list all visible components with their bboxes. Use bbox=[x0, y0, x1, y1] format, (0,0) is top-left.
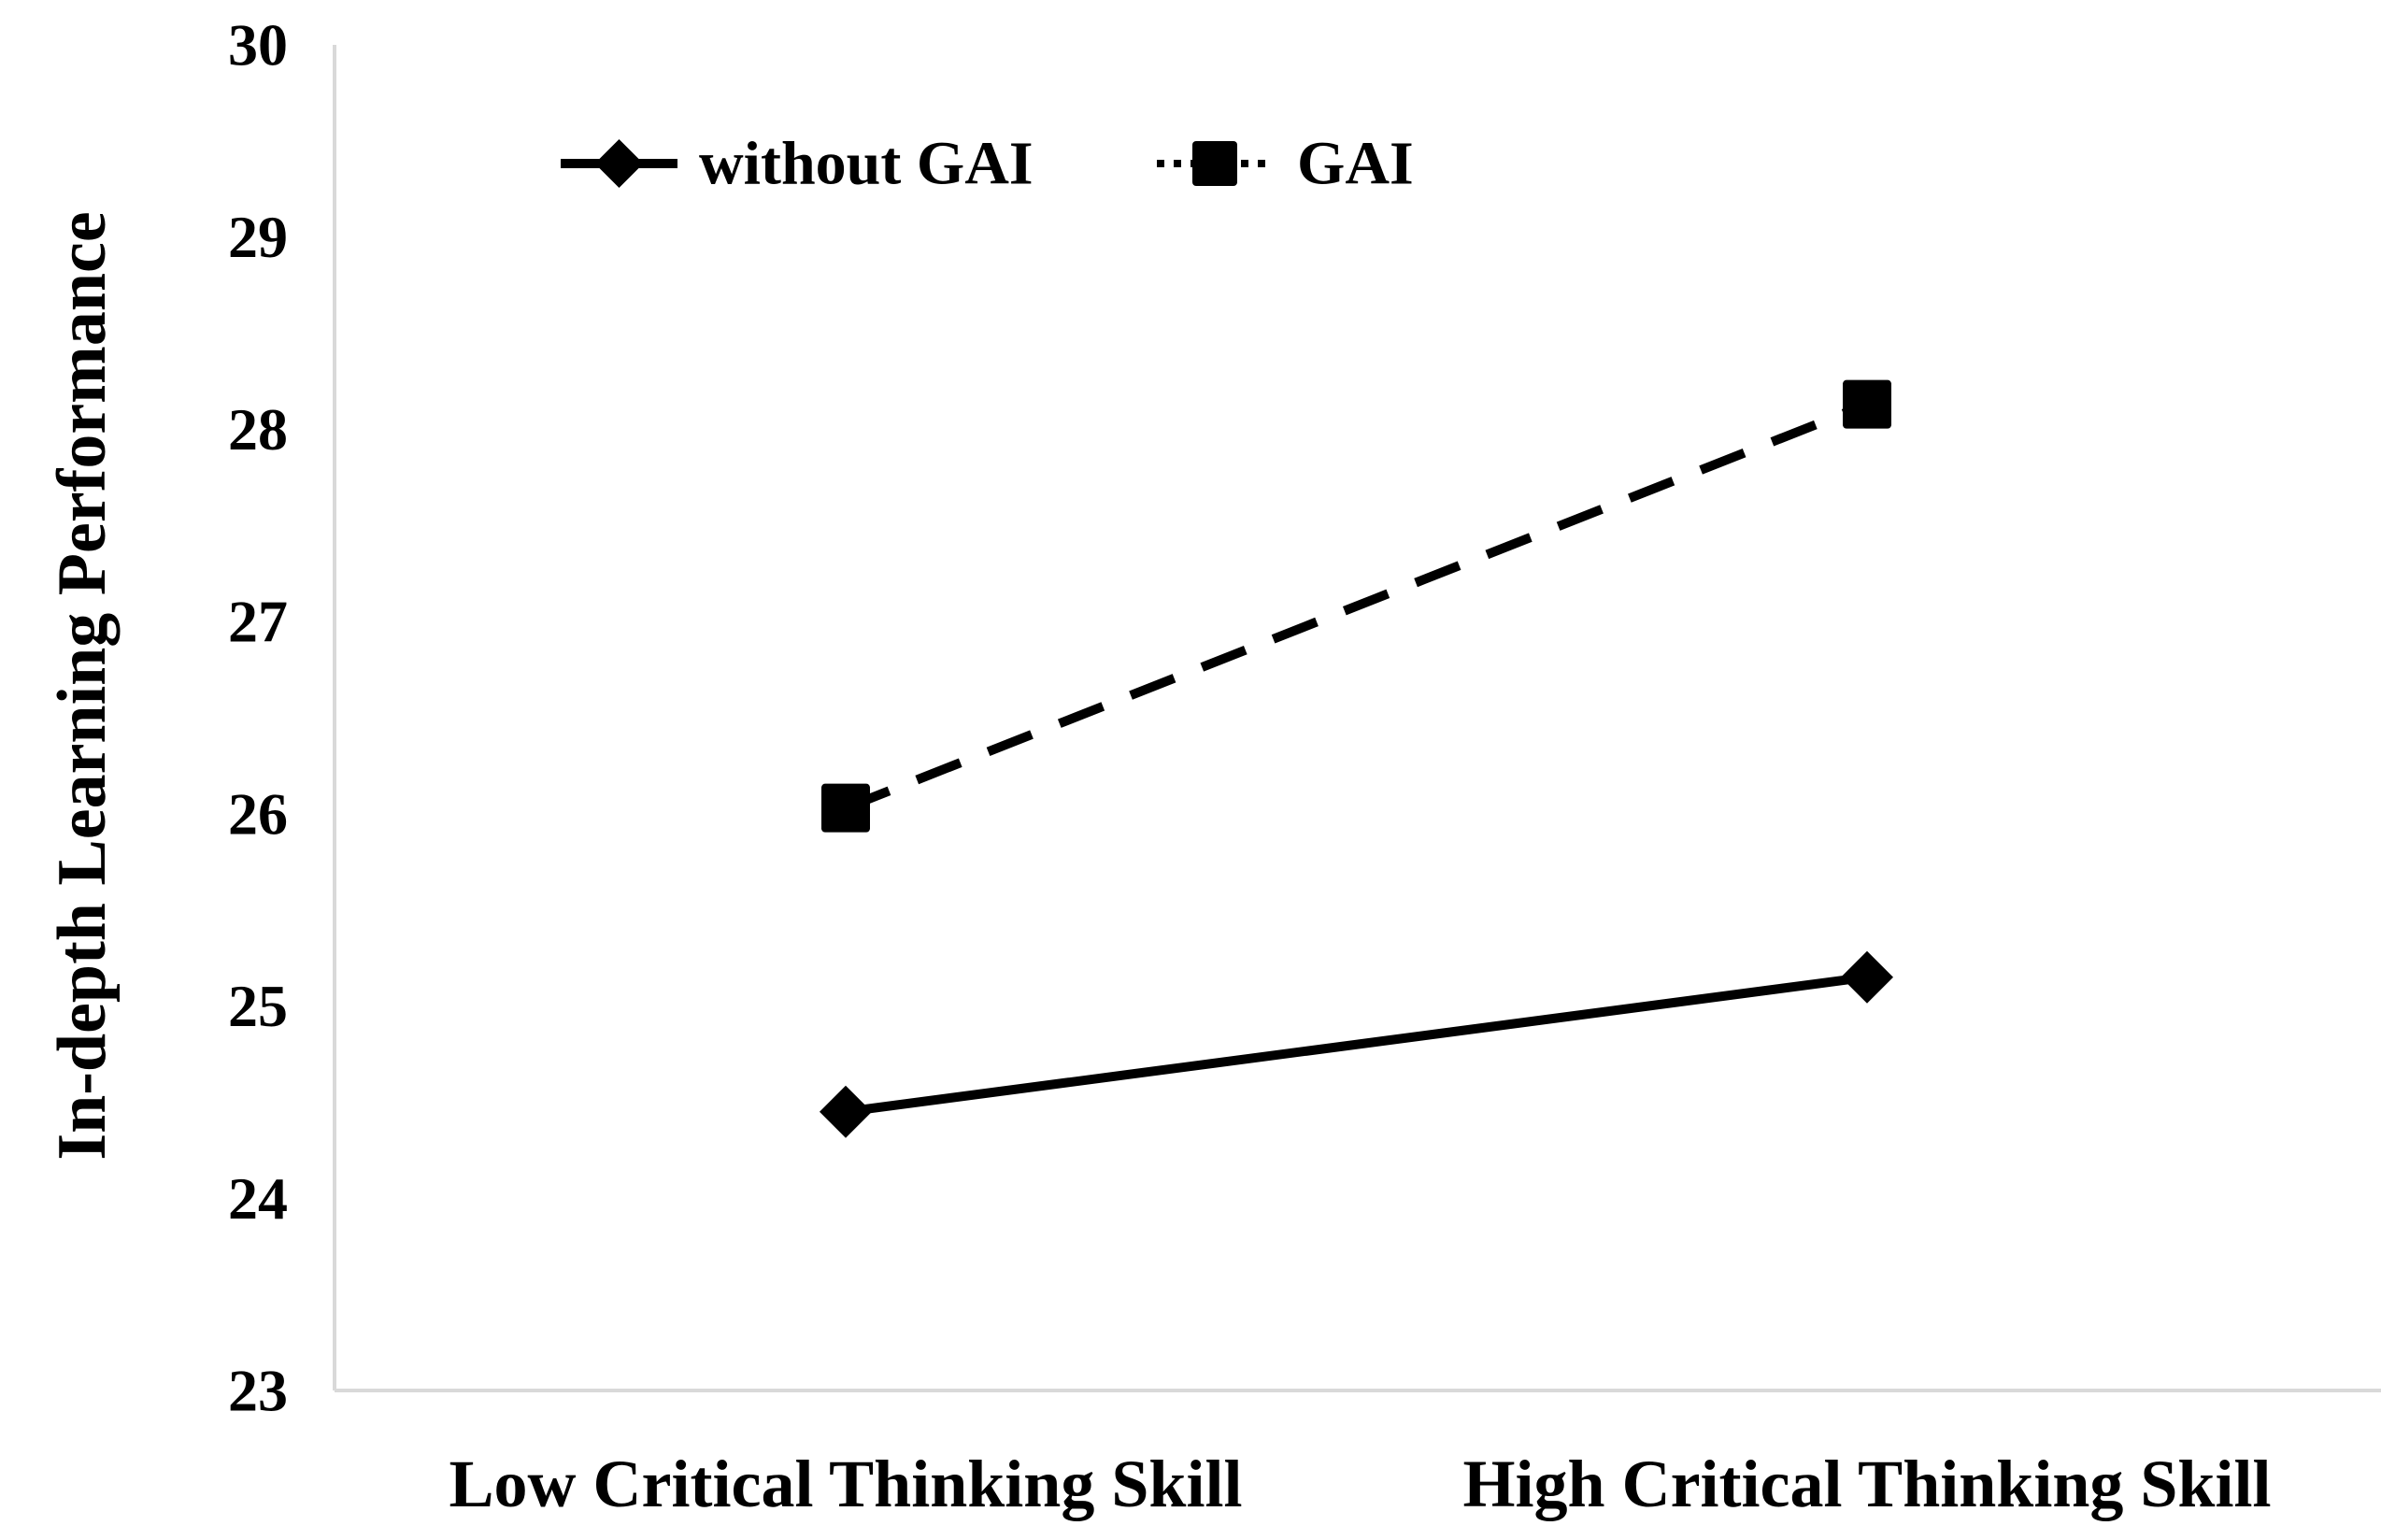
x-category-labels: Low Critical Thinking Skill High Critical… bbox=[449, 1447, 2272, 1521]
y-tick-label-25: 25 bbox=[228, 973, 288, 1039]
y-tick-label-27: 27 bbox=[228, 589, 288, 655]
data-point-0-1 bbox=[1841, 950, 1893, 1004]
legend-marker-1 bbox=[1192, 141, 1237, 186]
legend-entry-0: without GAI bbox=[561, 130, 1034, 198]
x-category-label-0: Low Critical Thinking Skill bbox=[449, 1447, 1243, 1521]
series-1 bbox=[821, 379, 1891, 833]
y-tick-label-28: 28 bbox=[228, 396, 288, 463]
y-axis-title: In-depth Learning Performance bbox=[44, 211, 121, 1160]
data-point-0-0 bbox=[820, 1085, 872, 1138]
y-tick-label-23: 23 bbox=[228, 1358, 288, 1424]
series-line-1 bbox=[844, 400, 1869, 813]
x-category-label-1: High Critical Thinking Skill bbox=[1463, 1447, 2272, 1521]
y-tick-label-26: 26 bbox=[228, 780, 288, 847]
legend: without GAI GAI bbox=[561, 130, 1414, 198]
y-tick-label-30: 30 bbox=[228, 12, 288, 78]
axes bbox=[333, 45, 2381, 1392]
series-line-0 bbox=[845, 972, 1868, 1117]
data-point-1-1 bbox=[1843, 379, 1891, 429]
series-layer bbox=[820, 379, 1893, 1138]
y-tick-labels: 23 24 25 26 27 28 29 30 bbox=[228, 12, 288, 1424]
legend-label-1: GAI bbox=[1297, 130, 1414, 198]
legend-label-0: without GAI bbox=[699, 130, 1034, 198]
data-point-1-0 bbox=[821, 783, 870, 833]
legend-entry-1: GAI bbox=[1157, 130, 1414, 198]
legend-marker-0 bbox=[594, 139, 644, 188]
series-0 bbox=[820, 950, 1893, 1138]
y-tick-label-29: 29 bbox=[228, 204, 288, 270]
y-tick-label-24: 24 bbox=[228, 1165, 288, 1232]
